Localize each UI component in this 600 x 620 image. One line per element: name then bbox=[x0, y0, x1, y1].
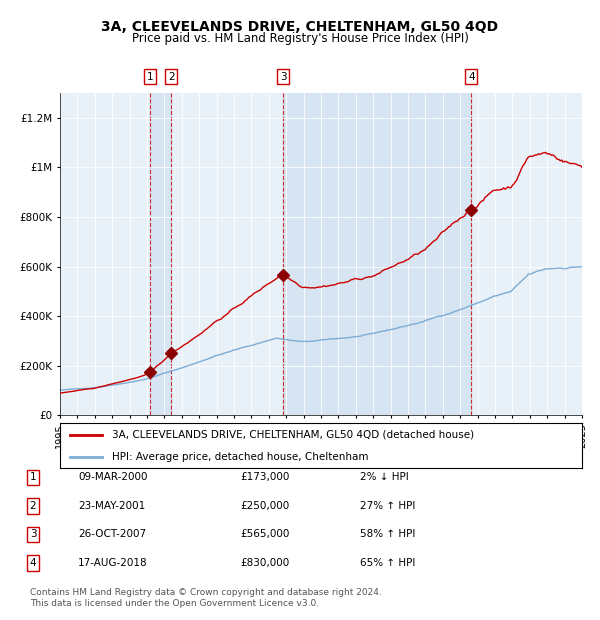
Text: £565,000: £565,000 bbox=[240, 529, 289, 539]
Text: 2% ↓ HPI: 2% ↓ HPI bbox=[360, 472, 409, 482]
Text: 4: 4 bbox=[29, 558, 37, 568]
Text: 3A, CLEEVELANDS DRIVE, CHELTENHAM, GL50 4QD: 3A, CLEEVELANDS DRIVE, CHELTENHAM, GL50 … bbox=[101, 20, 499, 34]
Text: 58% ↑ HPI: 58% ↑ HPI bbox=[360, 529, 415, 539]
Text: £173,000: £173,000 bbox=[240, 472, 289, 482]
Bar bbox=[283, 93, 472, 415]
Text: 1: 1 bbox=[29, 472, 37, 482]
Text: £250,000: £250,000 bbox=[240, 501, 289, 511]
Text: 17-AUG-2018: 17-AUG-2018 bbox=[78, 558, 148, 568]
Text: 23-MAY-2001: 23-MAY-2001 bbox=[78, 501, 145, 511]
Text: 27% ↑ HPI: 27% ↑ HPI bbox=[360, 501, 415, 511]
Text: HPI: Average price, detached house, Cheltenham: HPI: Average price, detached house, Chel… bbox=[112, 452, 368, 462]
Text: 2: 2 bbox=[168, 72, 175, 82]
Text: 65% ↑ HPI: 65% ↑ HPI bbox=[360, 558, 415, 568]
Text: 3A, CLEEVELANDS DRIVE, CHELTENHAM, GL50 4QD (detached house): 3A, CLEEVELANDS DRIVE, CHELTENHAM, GL50 … bbox=[112, 430, 475, 440]
Text: 3: 3 bbox=[280, 72, 286, 82]
Text: 26-OCT-2007: 26-OCT-2007 bbox=[78, 529, 146, 539]
Bar bbox=[151, 93, 171, 415]
Text: Price paid vs. HM Land Registry's House Price Index (HPI): Price paid vs. HM Land Registry's House … bbox=[131, 32, 469, 45]
Text: 09-MAR-2000: 09-MAR-2000 bbox=[78, 472, 148, 482]
Text: 4: 4 bbox=[468, 72, 475, 82]
Text: 2: 2 bbox=[29, 501, 37, 511]
Text: 3: 3 bbox=[29, 529, 37, 539]
Text: Contains HM Land Registry data © Crown copyright and database right 2024.
This d: Contains HM Land Registry data © Crown c… bbox=[30, 588, 382, 608]
Text: £830,000: £830,000 bbox=[240, 558, 289, 568]
Text: 1: 1 bbox=[147, 72, 154, 82]
